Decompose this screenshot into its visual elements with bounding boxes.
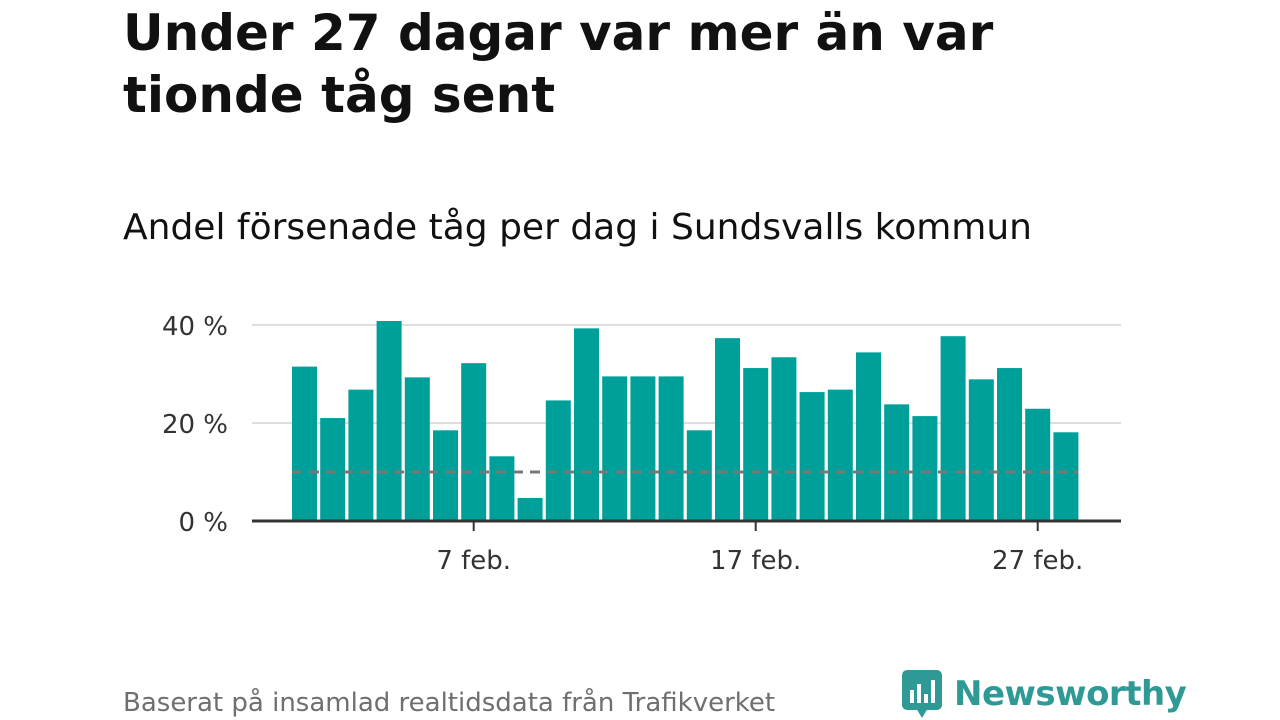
newsworthy-logo-icon xyxy=(902,670,942,718)
bar xyxy=(884,404,910,521)
brand-name: Newsworthy xyxy=(954,674,1187,714)
bar xyxy=(630,376,656,521)
bar xyxy=(376,321,402,521)
x-tick-label: 17 feb. xyxy=(710,546,801,576)
bar xyxy=(320,418,346,521)
bar xyxy=(461,363,487,521)
bar xyxy=(940,336,966,521)
bar xyxy=(715,338,740,521)
bar xyxy=(292,366,317,521)
bar xyxy=(602,376,628,521)
y-tick-label: 0 % xyxy=(178,508,228,538)
bar xyxy=(545,400,571,521)
x-tick-label: 27 feb. xyxy=(992,546,1083,576)
bar xyxy=(743,368,769,521)
source-note: Baserat på insamlad realtidsdata från Tr… xyxy=(123,688,776,718)
bar xyxy=(517,497,543,521)
bar xyxy=(686,430,712,521)
bar xyxy=(799,392,825,521)
y-tick-label: 20 % xyxy=(162,410,228,440)
bar xyxy=(912,416,938,521)
chart-subtitle: Andel försenade tåg per dag i Sundsvalls… xyxy=(123,207,1032,248)
bar xyxy=(574,328,599,521)
chart-title: Under 27 dagar var mer än var tionde tåg… xyxy=(123,4,994,124)
bar xyxy=(433,430,458,521)
bar xyxy=(489,456,515,521)
bar xyxy=(658,376,684,521)
brand-logo: Newsworthy xyxy=(902,670,1187,718)
bar xyxy=(348,389,374,521)
bar xyxy=(856,352,881,521)
bar xyxy=(997,368,1022,521)
bar xyxy=(827,389,853,521)
y-tick-label: 40 % xyxy=(162,312,228,342)
x-tick-label: 7 feb. xyxy=(436,546,511,576)
bar xyxy=(404,377,430,521)
bar xyxy=(968,379,994,521)
bar xyxy=(1053,432,1079,521)
bar xyxy=(1025,408,1051,521)
bar xyxy=(771,357,797,521)
